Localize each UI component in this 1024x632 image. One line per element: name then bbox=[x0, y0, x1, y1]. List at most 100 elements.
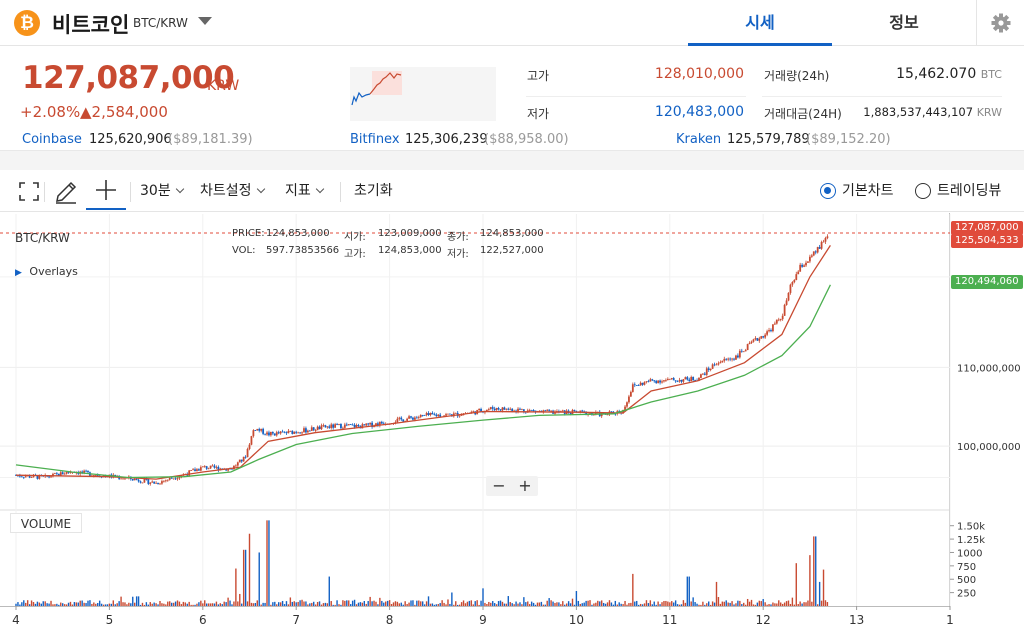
volume-bar bbox=[379, 597, 381, 606]
divider bbox=[762, 96, 1002, 97]
exchange-name[interactable]: Bitfinex bbox=[350, 132, 400, 147]
volume-bar bbox=[501, 601, 504, 606]
divider bbox=[130, 182, 131, 202]
volume-bar bbox=[752, 604, 755, 606]
tradingview-label[interactable]: 트레이딩뷰 bbox=[937, 183, 1002, 199]
current-price-tag: 127,087,000 bbox=[951, 221, 1023, 235]
candle bbox=[83, 470, 86, 473]
candle bbox=[36, 475, 39, 479]
volume-bar bbox=[813, 536, 815, 606]
volume-value: 15,462.070 BTC bbox=[860, 66, 1002, 82]
volume-bar bbox=[743, 602, 745, 606]
candle bbox=[419, 414, 422, 417]
candle bbox=[65, 471, 68, 474]
volume-bar bbox=[449, 603, 451, 606]
volume-bar bbox=[301, 599, 303, 606]
exchange-name[interactable]: Kraken bbox=[676, 132, 722, 147]
candle bbox=[507, 408, 510, 410]
candle bbox=[178, 476, 181, 479]
basic-chart-label[interactable]: 기본차트 bbox=[842, 183, 894, 199]
candle bbox=[635, 385, 638, 386]
zoom-out-button[interactable]: − bbox=[492, 476, 506, 495]
tradingview-radio[interactable] bbox=[915, 183, 931, 199]
chart-settings-dropdown[interactable]: 차트설정 bbox=[200, 172, 265, 210]
candle bbox=[349, 424, 352, 425]
volume-bar bbox=[826, 602, 829, 606]
candle bbox=[425, 413, 428, 416]
candle bbox=[145, 478, 148, 480]
coin-dropdown-caret-icon[interactable] bbox=[198, 17, 212, 25]
candle bbox=[756, 338, 759, 341]
volume-bar bbox=[599, 601, 601, 606]
candle bbox=[641, 382, 644, 385]
candle bbox=[729, 358, 732, 360]
volume-bar bbox=[538, 602, 541, 606]
reset-button[interactable]: 초기화 bbox=[354, 183, 393, 199]
basic-chart-radio[interactable] bbox=[820, 183, 836, 199]
interval-dropdown[interactable]: 30분 bbox=[140, 172, 184, 210]
volume-bar bbox=[67, 602, 70, 606]
candle bbox=[326, 426, 329, 428]
volume-tick-label: 750 bbox=[957, 562, 976, 573]
candle bbox=[511, 408, 514, 412]
candle bbox=[371, 422, 373, 427]
volume-bar bbox=[760, 601, 762, 606]
volume-bar bbox=[622, 604, 624, 606]
volume-bar bbox=[287, 604, 290, 606]
volume-bar bbox=[793, 604, 796, 606]
tab-info[interactable]: 정보 bbox=[889, 13, 919, 32]
overlays-toggle[interactable]: ▶ Overlays bbox=[15, 265, 78, 278]
volume-bar bbox=[801, 603, 803, 606]
volume-bar bbox=[550, 600, 552, 606]
exchange-name[interactable]: Coinbase bbox=[22, 132, 82, 147]
candle bbox=[435, 414, 438, 417]
exchange-usd: ($89,181.39) bbox=[168, 132, 253, 147]
candle bbox=[231, 468, 233, 470]
volume-bar bbox=[361, 602, 364, 606]
candle bbox=[663, 380, 665, 382]
x-tick-label: 6 bbox=[199, 613, 207, 627]
fullscreen-button[interactable] bbox=[16, 172, 42, 210]
price-chart[interactable]: 100,000,000 110,000,000 4 5 6 7 8 9 10 11 12 13 1 1.5… bbox=[0, 213, 1024, 632]
volume-tick-label: 1000 bbox=[957, 548, 982, 559]
candle bbox=[378, 421, 381, 426]
volume-bar bbox=[241, 603, 243, 606]
volume-bar bbox=[108, 603, 111, 606]
candle bbox=[306, 430, 309, 433]
volume-bar bbox=[488, 601, 490, 606]
volume-bar bbox=[176, 600, 179, 606]
candle bbox=[312, 427, 315, 431]
volume-bar bbox=[248, 533, 251, 606]
play-triangle-icon: ▶ bbox=[15, 268, 22, 278]
candle bbox=[682, 379, 685, 382]
settings-button[interactable] bbox=[976, 0, 1024, 46]
volume-bar bbox=[283, 604, 286, 606]
volume-bar bbox=[44, 601, 46, 606]
candle bbox=[141, 482, 144, 484]
crosshair-button[interactable] bbox=[86, 172, 126, 210]
tab-quote[interactable]: 시세 bbox=[688, 0, 832, 46]
indicators-dropdown[interactable]: 지표 bbox=[285, 172, 325, 210]
volume-bar bbox=[147, 604, 150, 606]
volume-bar bbox=[264, 602, 266, 606]
volume-bar bbox=[359, 602, 362, 606]
candle bbox=[633, 384, 636, 386]
candle bbox=[410, 416, 412, 418]
volume-tick-label: 1.25k bbox=[957, 535, 985, 546]
candle bbox=[735, 355, 737, 360]
volume-bar bbox=[532, 602, 535, 606]
volume-bar bbox=[213, 603, 216, 606]
volume-bar bbox=[198, 602, 200, 606]
candle bbox=[94, 475, 97, 476]
candle bbox=[382, 423, 385, 425]
volume-bar bbox=[215, 601, 218, 606]
volume-bar bbox=[404, 601, 406, 606]
volume-bar bbox=[192, 604, 194, 606]
candle bbox=[24, 476, 27, 478]
zoom-in-button[interactable]: + bbox=[518, 476, 532, 495]
candle bbox=[355, 425, 358, 428]
candle bbox=[287, 430, 290, 434]
volume-bar bbox=[227, 597, 229, 606]
draw-button[interactable] bbox=[52, 172, 80, 210]
volume-bar bbox=[505, 603, 508, 606]
